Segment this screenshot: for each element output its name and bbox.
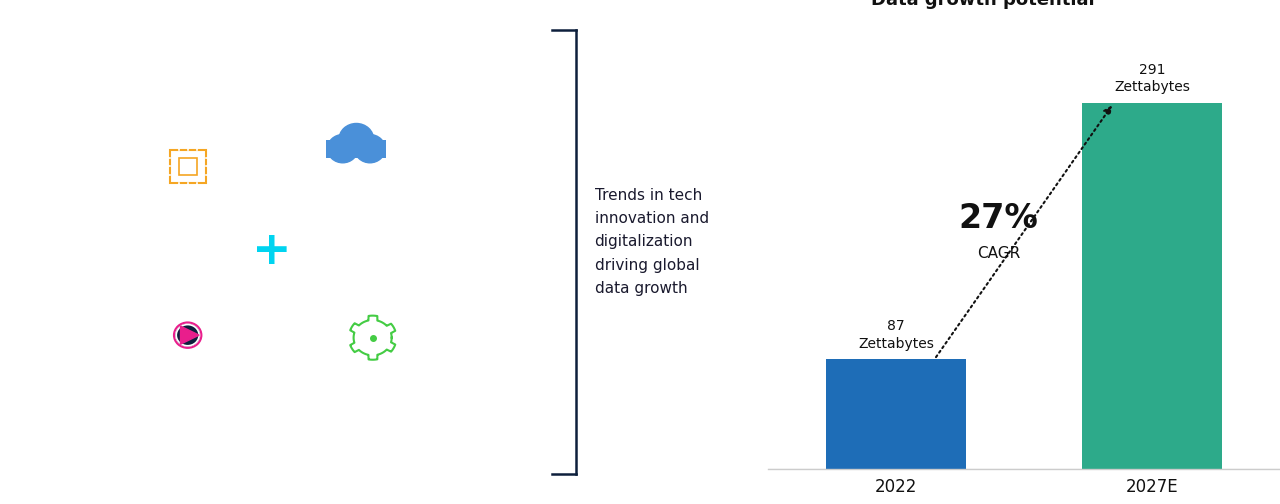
FancyBboxPatch shape (326, 140, 387, 158)
Polygon shape (180, 326, 200, 344)
Circle shape (328, 135, 358, 163)
Text: High-performance
compute: High-performance compute (369, 15, 534, 49)
Bar (155, 134, 389, 370)
Text: Trends in tech
innovation and
digitalization
driving global
data growth: Trends in tech innovation and digitaliza… (595, 187, 709, 296)
Text: Artificial
intelligence: Artificial intelligence (10, 15, 118, 49)
Text: Industry
automation: Industry automation (429, 455, 534, 489)
Circle shape (177, 325, 200, 346)
Text: +: + (252, 229, 292, 275)
Circle shape (355, 135, 385, 163)
Circle shape (339, 123, 374, 156)
Text: CAGR: CAGR (977, 246, 1020, 262)
Text: Data growth potential: Data growth potential (872, 0, 1094, 9)
Bar (1082, 103, 1222, 469)
Text: 27%: 27% (959, 202, 1038, 235)
Bar (826, 359, 966, 469)
Text: 87
Zettabytes: 87 Zettabytes (858, 320, 934, 351)
Text: Digital
transformations: Digital transformations (10, 455, 157, 489)
FancyBboxPatch shape (237, 219, 307, 285)
Text: 291
Zettabytes: 291 Zettabytes (1114, 63, 1190, 94)
